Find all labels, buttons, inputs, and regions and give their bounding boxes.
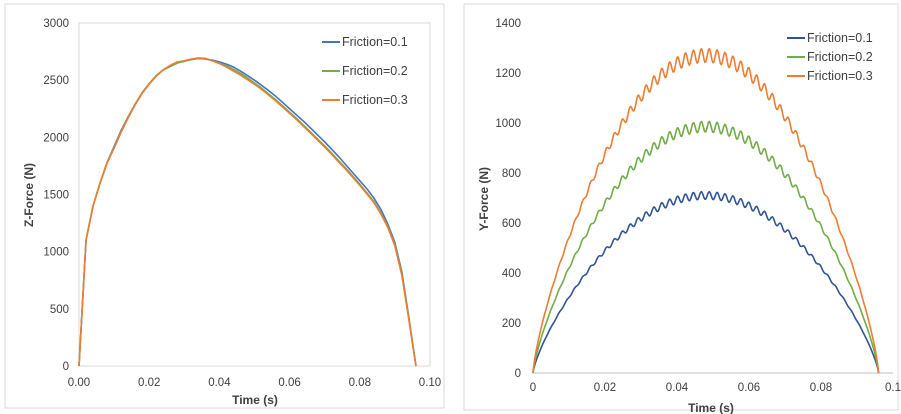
x-tick-label: 0.02 xyxy=(594,382,616,394)
legend-label: Friction=0.2 xyxy=(807,50,873,64)
y-tick-label: 2000 xyxy=(43,132,69,144)
x-tick-label: 0 xyxy=(530,382,536,394)
legend-label: Friction=0.2 xyxy=(342,64,408,78)
y-tick-label: 1000 xyxy=(43,247,69,259)
chart-left-plot-area xyxy=(78,22,431,367)
y-tick-label: 0 xyxy=(515,368,521,380)
series-line-friction-3 xyxy=(78,57,417,367)
series-line-friction-2 xyxy=(532,120,880,374)
chart-left-series xyxy=(78,57,417,367)
legend-label: Friction=0.3 xyxy=(807,69,873,83)
y-tick-label: 500 xyxy=(50,304,69,316)
chart-right-legend: Friction=0.1 Friction=0.2 Friction=0.3 xyxy=(787,31,873,83)
y-tick-label: 600 xyxy=(502,218,521,230)
x-tick-label: 0.06 xyxy=(278,377,300,389)
y-tick-label: 1500 xyxy=(43,190,69,202)
legend-label: Friction=0.1 xyxy=(807,31,873,45)
y-tick-label: 1000 xyxy=(495,118,521,130)
x-tick-label: 0.00 xyxy=(68,377,90,389)
y-tick-label: 400 xyxy=(502,268,521,280)
y-tick-label: 1200 xyxy=(495,68,521,80)
chart-right-series xyxy=(532,47,880,374)
x-tick-label: 0.08 xyxy=(349,377,371,389)
x-tick-label: 0.02 xyxy=(138,377,160,389)
chart-left-ticks: 0.00 0.02 0.04 0.06 0.08 0.10 0 500 1000 1500 2000… xyxy=(43,18,441,389)
chart-right-frame xyxy=(463,3,899,411)
chart-right-y-axis-title: Y-Force (N) xyxy=(477,167,491,231)
x-tick-label: 0.04 xyxy=(208,377,231,389)
y-tick-label: 800 xyxy=(502,168,521,180)
chart-left: 0.00 0.02 0.04 0.06 0.08 0.10 0 500 1000 1500 2000… xyxy=(4,3,445,409)
series-line-friction-1 xyxy=(532,190,880,374)
x-tick-label: 0.06 xyxy=(738,382,760,394)
y-tick-label: 0 xyxy=(63,361,69,373)
y-tick-label: 1400 xyxy=(495,18,521,30)
chart-left-x-axis-title: Time (s) xyxy=(232,393,278,407)
chart-right-x-axis-title: Time (s) xyxy=(688,401,734,414)
y-tick-label: 2500 xyxy=(43,75,69,87)
x-tick-label: 0.08 xyxy=(810,382,832,394)
chart-right: 0 0.02 0.04 0.06 0.08 0.1 0 200 400 600 800 1000 120… xyxy=(463,3,901,414)
x-tick-label: 0.04 xyxy=(666,382,689,394)
chart-left-y-axis-title: Z-Force (N) xyxy=(22,163,36,227)
x-tick-label: 0.10 xyxy=(419,377,441,389)
y-tick-label: 3000 xyxy=(43,18,69,30)
chart-left-frame xyxy=(4,3,445,409)
y-tick-label: 200 xyxy=(502,318,521,330)
legend-label: Friction=0.3 xyxy=(342,93,408,107)
chart-left-legend: Friction=0.1 Friction=0.2 Friction=0.3 xyxy=(322,35,408,107)
legend-label: Friction=0.1 xyxy=(342,35,408,49)
chart-right-ticks: 0 0.02 0.04 0.06 0.08 0.1 0 200 400 600 800 1000 120… xyxy=(495,18,901,394)
x-tick-label: 0.1 xyxy=(885,382,901,394)
series-line-friction-3 xyxy=(532,47,880,374)
